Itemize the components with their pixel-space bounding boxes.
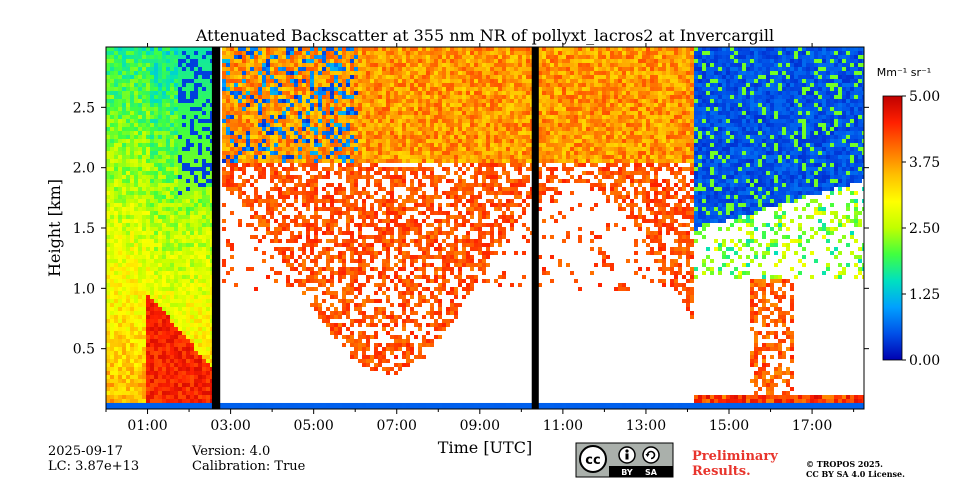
y-axis-label: Height [km] <box>45 179 64 277</box>
cc-badge-by: BY <box>621 468 633 477</box>
x-tick-label-1: 03:00 <box>210 418 250 434</box>
footer-lc: LC: 3.87e+13 <box>48 459 139 474</box>
plot-area <box>106 47 864 409</box>
preliminary-line-2: Results. <box>692 464 751 479</box>
x-tick-label-6: 13:00 <box>626 418 666 434</box>
data-gaps <box>211 47 539 409</box>
backscatter-heatmap <box>106 47 864 409</box>
license-line-1: © TROPOS 2025. <box>806 459 883 469</box>
region-surface-layer <box>106 402 864 409</box>
preliminary-line-1: Preliminary <box>692 449 778 464</box>
colorbar-unit-label: Mm⁻¹ sr⁻¹ <box>877 66 931 79</box>
x-tick-label-8: 17:00 <box>792 418 832 434</box>
x-axis-label: Time [UTC] <box>438 438 532 457</box>
x-axis: 01:00 03:00 05:00 07:00 09:00 11:00 13:00 15:00… <box>105 43 855 434</box>
cc-icon <box>579 445 607 473</box>
colorbar-tick-label-1: 1.25 <box>909 287 940 303</box>
footer-version: Version: 4.0 <box>191 444 270 459</box>
x-tick-label-0: 01:00 <box>127 418 167 434</box>
footer-date: 2025-09-17 <box>48 444 123 459</box>
y-tick-label-3: 2.0 <box>73 161 95 177</box>
data-gap-1 <box>211 47 221 409</box>
colorbar-tick-label-2: 2.50 <box>909 221 940 237</box>
y-tick-label-1: 1.0 <box>73 281 95 297</box>
cc-badge-cc: cc <box>585 453 600 468</box>
x-tick-label-3: 07:00 <box>377 418 417 434</box>
share-alike-icon <box>642 446 660 464</box>
colorbar-gradient <box>882 95 903 361</box>
x-tick-label-7: 15:00 <box>709 418 749 434</box>
y-tick-label-4: 2.5 <box>73 100 95 116</box>
colorbar-tick-label-0: 0.00 <box>909 353 940 369</box>
preliminary-results-label: Preliminary Results. <box>692 449 782 479</box>
cc-badge-sa: SA <box>645 468 658 477</box>
heatmap-regions <box>106 402 864 409</box>
cc-license-badge[interactable]: cc BY SA <box>575 442 674 478</box>
colorbar: Mm⁻¹ sr⁻¹ 0.00 1.25 2.50 3.75 5.00 <box>877 66 940 369</box>
colorbar-tick-label-4: 5.00 <box>909 89 940 105</box>
y-tick-label-2: 1.5 <box>73 221 95 237</box>
x-tick-label-4: 09:00 <box>460 418 500 434</box>
y-axis: 0.5 1.0 1.5 2.0 2.5 <box>73 100 869 358</box>
x-tick-label-2: 05:00 <box>293 418 333 434</box>
x-tick-label-5: 11:00 <box>543 418 583 434</box>
chart-title: Attenuated Backscatter at 355 nm NR of p… <box>195 26 774 45</box>
colorbar-tick-label-3: 3.75 <box>909 155 940 171</box>
footer-calibration: Calibration: True <box>192 459 306 474</box>
footer: 2025-09-17 LC: 3.87e+13 Version: 4.0 Cal… <box>48 442 905 479</box>
license-line-2: CC BY SA 4.0 License. <box>806 469 905 479</box>
colorbar-ticks: 0.00 1.25 2.50 3.75 5.00 <box>902 89 940 369</box>
y-tick-label-0: 0.5 <box>73 342 95 358</box>
data-gap-2 <box>531 47 539 409</box>
